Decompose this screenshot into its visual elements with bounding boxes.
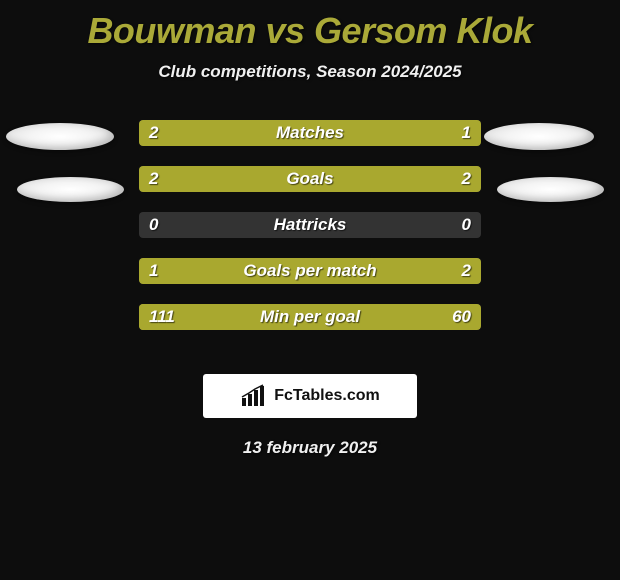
stat-label: Goals xyxy=(139,166,481,192)
player-marker xyxy=(497,177,604,202)
stat-value-right: 0 xyxy=(462,212,471,238)
stat-label: Matches xyxy=(139,120,481,146)
stat-row: Hattricks0 0 xyxy=(0,212,620,258)
stats-area: Matches21Goals22Hattricks00Goals per mat… xyxy=(0,120,620,350)
page-subtitle: Club competitions, Season 2024/2025 xyxy=(0,62,620,82)
bar-chart-icon xyxy=(240,384,268,408)
stat-value-left: 2 xyxy=(149,120,158,146)
stat-value-right: 2 xyxy=(462,258,471,284)
stat-value-left: 0 xyxy=(149,212,158,238)
page-title: Bouwman vs Gersom Klok xyxy=(0,0,620,52)
stat-label: Hattricks xyxy=(139,212,481,238)
player-marker xyxy=(17,177,124,202)
stat-row: Goals per match1 2 xyxy=(0,258,620,304)
stat-label: Goals per match xyxy=(139,258,481,284)
stat-value-left: 1 xyxy=(149,258,158,284)
stat-value-right: 1 xyxy=(462,120,471,146)
stat-value-left: 111 xyxy=(149,304,175,330)
stat-row: Min per goal111 60 xyxy=(0,304,620,350)
source-badge-text: FcTables.com xyxy=(274,387,380,405)
stat-value-left: 2 xyxy=(149,166,158,192)
date-label: 13 february 2025 xyxy=(0,438,620,458)
player-marker xyxy=(484,123,594,150)
stat-label: Min per goal xyxy=(139,304,481,330)
stat-value-right: 2 xyxy=(462,166,471,192)
player-marker xyxy=(6,123,114,150)
source-badge: FcTables.com xyxy=(203,374,417,418)
stat-value-right: 60 xyxy=(452,304,471,330)
